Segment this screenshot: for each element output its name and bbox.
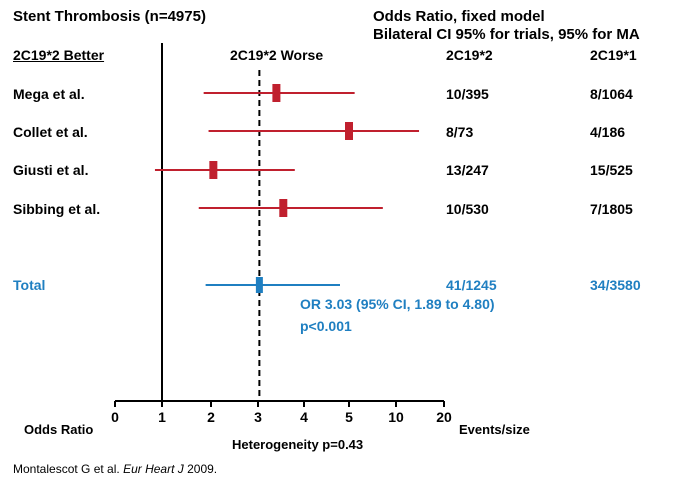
heterogeneity-label: Heterogeneity p=0.43 (232, 437, 364, 452)
events-2c19-2: 10/395 (446, 86, 489, 102)
study-point-estimate (279, 199, 288, 217)
x-tick-label: 2 (207, 409, 215, 425)
x-tick-label: 10 (388, 409, 404, 425)
ci-description: Bilateral CI 95% for trials, 95% for MA (373, 26, 640, 43)
worse-label: 2C19*2 Worse (230, 47, 324, 63)
study-label: Mega et al. (13, 86, 85, 102)
p-value: p<0.001 (300, 318, 352, 334)
citation: Montalescot G et al. Eur Heart J 2009. (13, 461, 217, 477)
citation-journal: Eur Heart J (123, 462, 184, 476)
pooled-point-estimate (255, 277, 263, 293)
col2-header: 2C19*1 (590, 47, 637, 63)
events-2c19-1: 4/186 (590, 124, 626, 140)
events-size-label: Events/size (459, 422, 530, 437)
model-description: Odds Ratio, fixed model (373, 8, 545, 25)
total-events-2c19-2: 41/1245 (446, 277, 497, 293)
events-2c19-2: 13/247 (446, 162, 489, 178)
pooled-or-text: OR 3.03 (95% CI, 1.89 to 4.80) (300, 296, 495, 312)
study-label: Collet et al. (13, 124, 88, 140)
events-2c19-2: 10/530 (446, 201, 489, 217)
events-2c19-2: 8/73 (446, 124, 474, 140)
study-point-estimate (209, 161, 218, 179)
study-label: Giusti et al. (13, 162, 89, 178)
x-tick-label: 20 (436, 409, 452, 425)
x-tick-label: 3 (254, 409, 262, 425)
better-label: 2C19*2 Better (13, 47, 105, 63)
citation-authors: Montalescot G et al. (13, 462, 120, 476)
x-tick-label: 5 (345, 409, 353, 425)
x-tick-label: 0 (111, 409, 119, 425)
total-label: Total (13, 277, 46, 293)
events-2c19-1: 15/525 (590, 162, 633, 178)
total-events-2c19-1: 34/3580 (590, 277, 641, 293)
events-2c19-1: 8/1064 (590, 86, 633, 102)
chart-title: Stent Thrombosis (n=4975) (13, 8, 206, 25)
study-point-estimate (272, 84, 281, 102)
events-2c19-1: 7/1805 (590, 201, 633, 217)
citation-year: 2009. (187, 462, 218, 476)
study-label: Sibbing et al. (13, 201, 101, 217)
col1-header: 2C19*2 (446, 47, 493, 63)
x-tick-label: 1 (158, 409, 166, 425)
x-tick-label: 4 (300, 409, 308, 425)
odds-ratio-label: Odds Ratio (24, 422, 94, 437)
study-point-estimate (345, 122, 353, 140)
